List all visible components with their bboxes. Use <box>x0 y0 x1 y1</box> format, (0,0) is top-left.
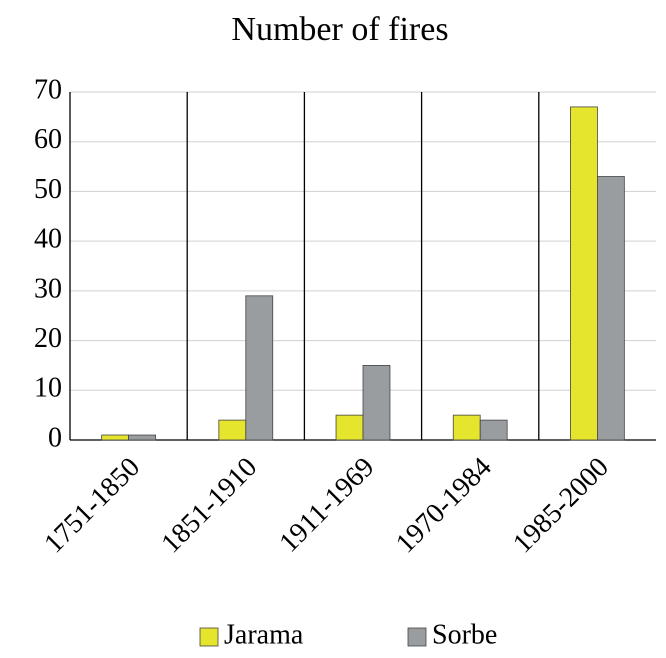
legend-label: Jarama <box>224 619 304 650</box>
bar <box>362 365 391 441</box>
x-tick-label: 1751-1850 <box>38 452 146 560</box>
y-tick-label: 70 <box>34 74 62 105</box>
bar <box>218 419 247 441</box>
bar <box>128 434 156 441</box>
legend-swatch <box>407 627 427 647</box>
chart-title: Number of fires <box>231 11 448 48</box>
bar <box>101 434 129 441</box>
y-tick-label: 40 <box>34 224 62 255</box>
bar <box>245 295 274 441</box>
bar <box>335 414 364 441</box>
x-tick-label: 1911-1969 <box>274 452 381 559</box>
y-tick-label: 20 <box>34 323 62 354</box>
x-tick-label: 1851-1910 <box>156 452 264 560</box>
bar <box>452 414 481 441</box>
y-tick-label: 30 <box>34 273 62 304</box>
y-tick-label: 50 <box>34 174 62 205</box>
y-tick-label: 60 <box>34 124 62 155</box>
y-tick-label: 10 <box>34 373 62 404</box>
bar <box>479 419 508 441</box>
x-tick-label: 1970-1984 <box>390 452 498 560</box>
bar <box>570 106 598 441</box>
bar <box>597 176 625 441</box>
y-tick-label: 0 <box>48 422 62 453</box>
legend-label: Sorbe <box>432 619 497 650</box>
x-tick-label: 1985-2000 <box>507 452 615 560</box>
legend-swatch <box>199 627 219 647</box>
